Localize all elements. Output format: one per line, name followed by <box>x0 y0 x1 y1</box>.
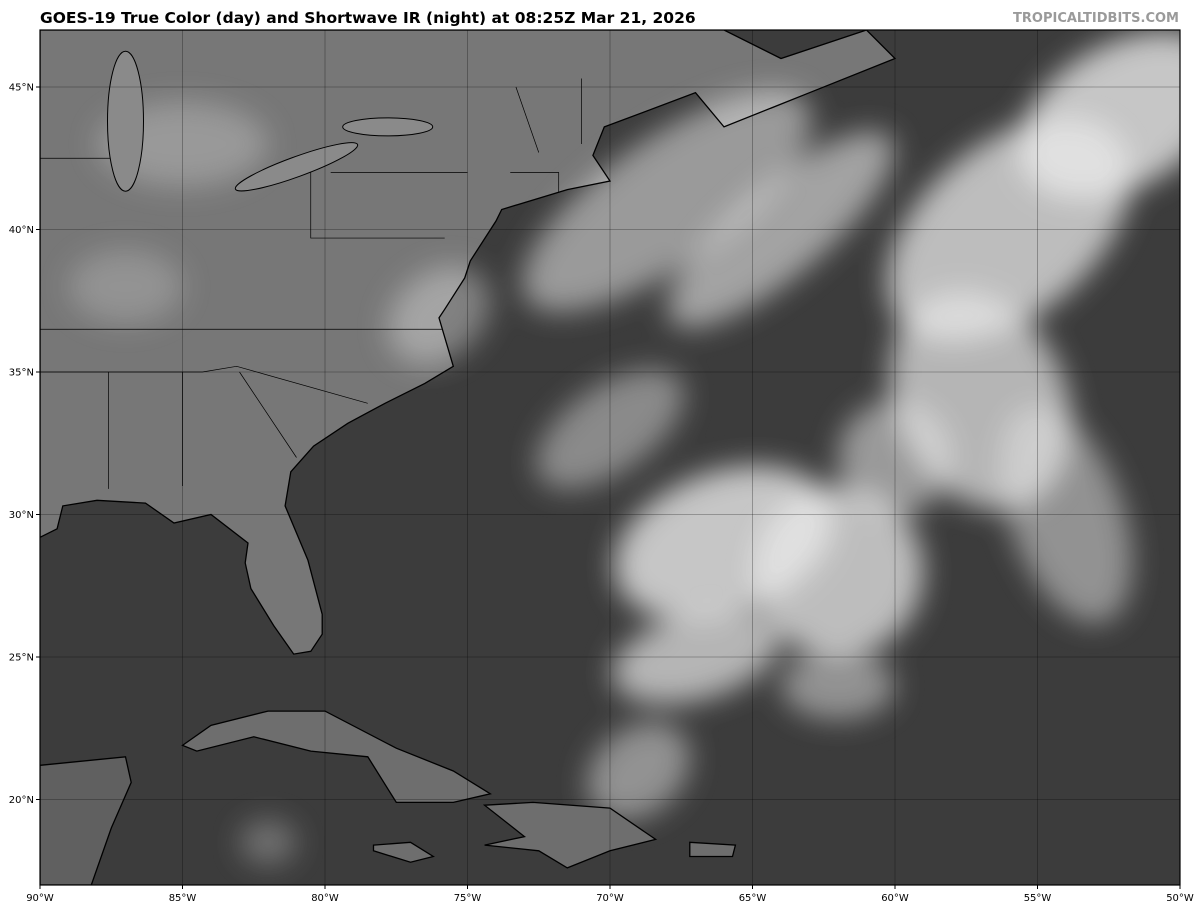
coastline <box>40 30 897 655</box>
cloud <box>667 131 895 328</box>
cloud <box>752 486 924 657</box>
cloud <box>239 819 297 866</box>
island-hispaniola <box>482 801 658 869</box>
y-tick-label: 30°N <box>9 510 34 521</box>
cloud <box>68 249 183 324</box>
island-puerto-rico <box>689 841 737 858</box>
state-border <box>515 86 540 153</box>
state-border <box>310 172 445 239</box>
cloud <box>612 610 779 704</box>
cloud <box>781 651 895 720</box>
cloud <box>522 90 812 312</box>
cloud-layer <box>68 31 1180 866</box>
cloud <box>1018 31 1180 200</box>
y-tick-label: 25°N <box>9 653 34 664</box>
x-tick-label: 60°W <box>881 893 909 904</box>
state-border <box>510 172 560 193</box>
cloud <box>999 405 1133 624</box>
x-tick-label: 70°W <box>596 893 624 904</box>
x-tick-label: 75°W <box>454 893 482 904</box>
land-yucatan <box>40 756 132 885</box>
y-tick-label: 40°N <box>9 225 34 236</box>
island-cuba <box>181 710 492 804</box>
x-tick-label: 50°W <box>1166 893 1194 904</box>
map-frame <box>39 29 1181 886</box>
state-border <box>40 365 368 404</box>
lake-ontario <box>342 117 434 137</box>
map-title: GOES-19 True Color (day) and Shortwave I… <box>40 9 696 27</box>
lake-erie <box>234 142 359 192</box>
coastline-yucatan <box>40 756 132 885</box>
x-tick-label: 55°W <box>1024 893 1052 904</box>
cloud <box>387 265 491 365</box>
cloud <box>535 368 685 490</box>
cloud <box>586 721 691 821</box>
watermark: TROPICALTIDBITS.COM <box>1013 11 1179 26</box>
x-tick-label: 85°W <box>169 893 197 904</box>
y-tick-label: 35°N <box>9 368 34 379</box>
map-imagery <box>40 30 1180 885</box>
x-tick-label: 90°W <box>26 893 54 904</box>
lake-michigan <box>107 50 144 192</box>
y-tick-label: 20°N <box>9 795 34 806</box>
island-jamaica <box>372 841 435 863</box>
x-tick-label: 80°W <box>311 893 339 904</box>
state-border <box>239 371 297 458</box>
cloud <box>838 400 952 515</box>
y-tick-label: 45°N <box>9 83 34 94</box>
x-tick-label: 65°W <box>739 893 767 904</box>
